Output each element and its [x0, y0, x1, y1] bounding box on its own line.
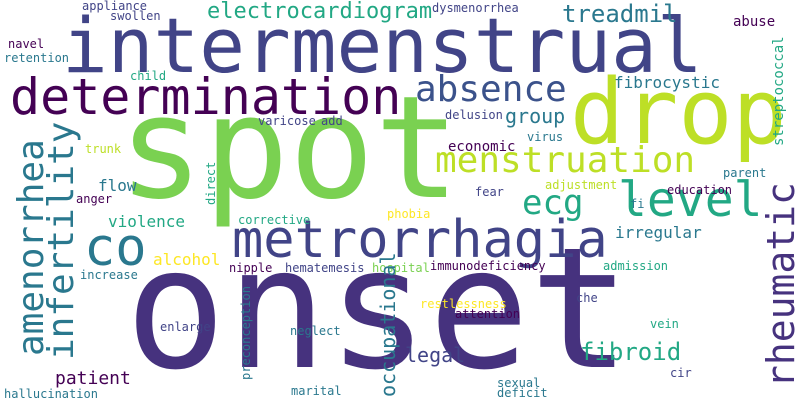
word: parent: [723, 166, 767, 180]
word: fibrocystic: [614, 73, 720, 92]
word: marital: [291, 384, 342, 398]
word: swollen: [110, 9, 161, 23]
word-vertical: preconception: [239, 286, 253, 380]
word: hematemesis: [285, 261, 365, 275]
word: determination: [10, 68, 402, 126]
word: fibroid: [580, 338, 682, 366]
word: hospital: [372, 261, 430, 275]
word: enlarge: [160, 320, 211, 334]
word: abuse: [733, 14, 776, 30]
word: restlessness: [420, 297, 507, 311]
word: onset: [125, 211, 631, 400]
word: irregular: [615, 223, 702, 242]
word: corrective: [238, 213, 311, 227]
word: retention: [4, 51, 70, 65]
word: varicose: [258, 114, 316, 128]
word-vertical: direct: [204, 161, 218, 205]
word: vein: [650, 317, 679, 331]
word: add: [321, 114, 343, 128]
word-vertical: rheumatic: [759, 182, 800, 388]
word: treadmil: [562, 0, 678, 28]
word: co: [84, 218, 147, 278]
word-vertical: occupational: [376, 252, 400, 398]
word: fi: [630, 197, 645, 211]
word: hallucination: [4, 387, 98, 400]
word: ecg: [522, 183, 584, 223]
word: level: [618, 172, 763, 228]
word: cir: [670, 366, 692, 380]
word: deficit: [497, 386, 548, 400]
word-vertical: infertility: [41, 121, 82, 360]
word: navel: [8, 37, 45, 51]
word: increase: [80, 268, 138, 282]
word: menstruation: [435, 140, 696, 181]
word: sexual: [497, 376, 541, 390]
word: immunodeficiency: [430, 259, 546, 273]
word: che: [576, 291, 598, 305]
word: absence: [415, 69, 567, 110]
word: delusion: [445, 108, 503, 122]
word: economic: [448, 139, 516, 155]
word: attention: [455, 307, 521, 321]
word: child: [130, 69, 167, 83]
word: neglect: [290, 324, 341, 338]
word: adjustment: [545, 178, 618, 192]
word: group: [505, 104, 566, 128]
word: anger: [76, 192, 113, 206]
word: appliance: [82, 0, 148, 13]
word: alcohol: [153, 250, 221, 269]
word: admission: [603, 259, 669, 273]
word: electrocardiogram: [207, 0, 433, 24]
word: fear: [475, 185, 504, 199]
word: trunk: [85, 142, 122, 156]
word: nipple: [229, 261, 273, 275]
word: legal: [405, 343, 466, 367]
word: virus: [527, 130, 564, 144]
word: violence: [108, 212, 186, 231]
word: phobia: [387, 207, 431, 221]
word: dysmenorrhea: [432, 1, 519, 15]
word: metrorrhagia: [232, 210, 608, 270]
word: patient: [55, 368, 131, 389]
word: spot: [118, 66, 460, 231]
word: education: [667, 183, 733, 197]
word: flow: [98, 176, 137, 195]
word-vertical: streptococcal: [771, 36, 787, 146]
word: drop: [570, 60, 787, 165]
word: intermenstrual: [62, 1, 703, 90]
